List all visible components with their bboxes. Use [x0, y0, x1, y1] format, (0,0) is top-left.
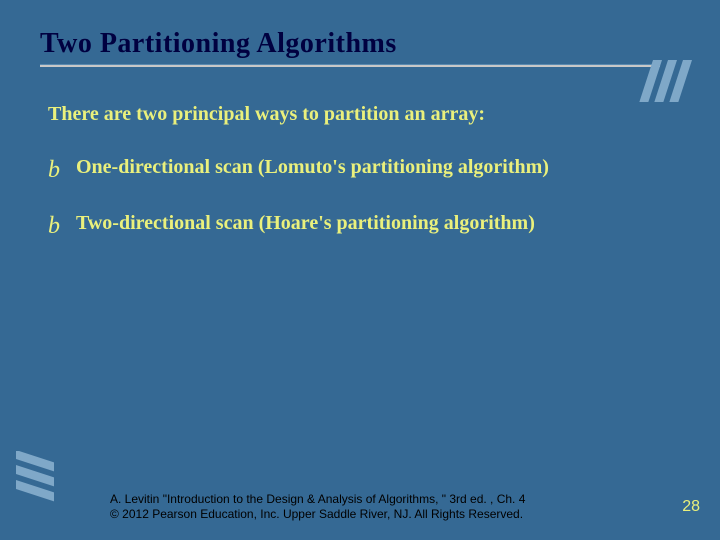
bullet-item: b Two-directional scan (Hoare's partitio…	[48, 212, 680, 238]
content-area: There are two principal ways to partitio…	[0, 75, 720, 238]
bullet-item: b One-directional scan (Lomuto's partiti…	[48, 156, 680, 182]
bullet-text: One-directional scan (Lomuto's partition…	[76, 156, 549, 179]
decoration-top-right	[635, 60, 695, 107]
footer: A. Levitin "Introduction to the Design &…	[110, 492, 660, 522]
page-number: 28	[682, 498, 700, 516]
intro-text: There are two principal ways to partitio…	[48, 103, 680, 126]
title-area: Two Partitioning Algorithms	[0, 0, 720, 75]
decoration-bottom-left	[6, 451, 54, 508]
footer-line-2: © 2012 Pearson Education, Inc. Upper Sad…	[110, 507, 660, 522]
slide: Two Partitioning Algorithms There are tw…	[0, 0, 720, 540]
slide-title: Two Partitioning Algorithms	[40, 28, 680, 60]
title-underline	[40, 64, 660, 67]
footer-line-1: A. Levitin "Introduction to the Design &…	[110, 492, 660, 507]
bullet-marker-icon: b	[48, 156, 76, 182]
bullet-marker-icon: b	[48, 212, 76, 238]
bullet-text: Two-directional scan (Hoare's partitioni…	[76, 212, 535, 235]
